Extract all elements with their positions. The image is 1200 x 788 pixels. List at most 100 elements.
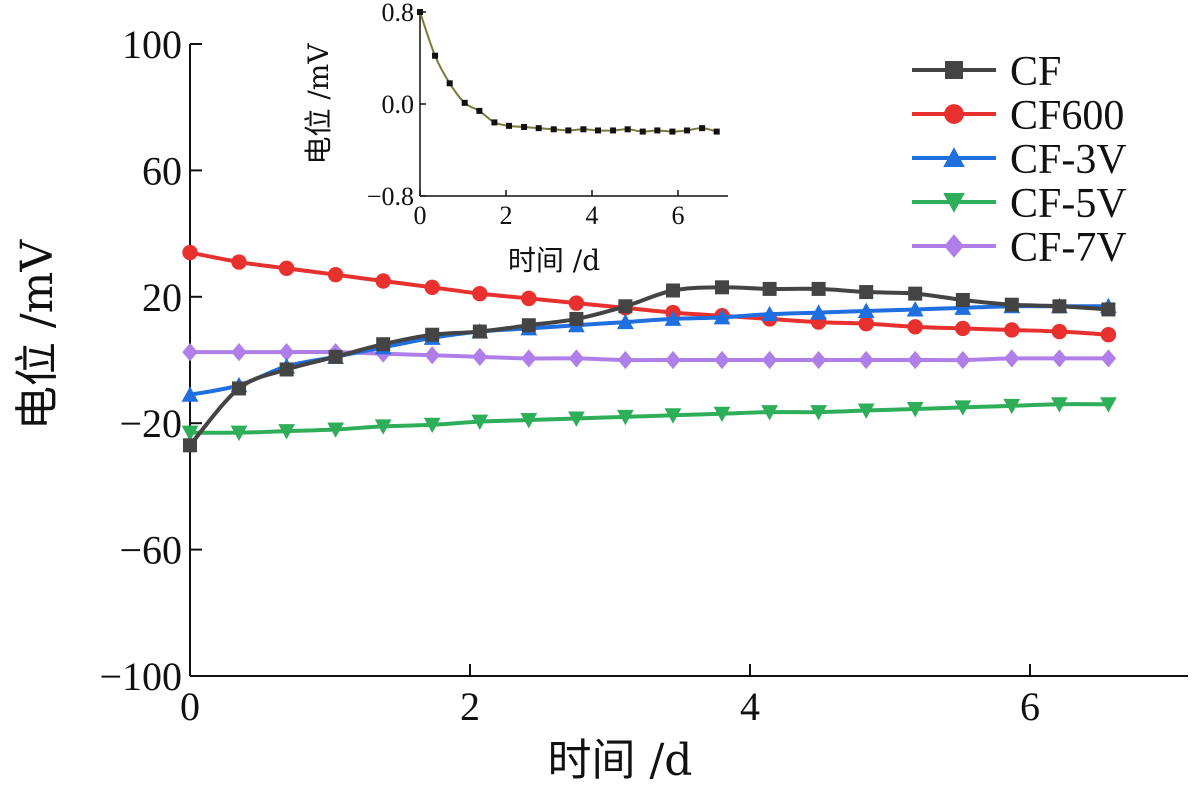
data-point-cf-7v	[1004, 349, 1020, 368]
data-point-cf-3v	[954, 299, 972, 315]
inset-series-line	[419, 11, 717, 133]
data-point-cf-5v	[568, 411, 585, 427]
data-point-cf-5v	[857, 403, 875, 419]
inset-data-point	[713, 128, 720, 135]
series-cf	[183, 280, 1116, 453]
data-point-cf-7v	[278, 343, 295, 362]
legend-label-cf-3v: CF-3V	[1010, 137, 1127, 183]
inset-data-point	[506, 122, 513, 129]
data-point-cf	[908, 286, 923, 301]
legend-label-cf-7v: CF-7V	[1010, 225, 1127, 271]
series-cf-5v	[181, 397, 1117, 442]
inset-data-point	[491, 119, 498, 126]
inset-data-point	[550, 126, 557, 133]
data-point-cf-3v	[810, 304, 827, 320]
inset-series-group	[417, 9, 720, 135]
data-point-cf	[425, 327, 440, 342]
main-y-tick-label: 100	[122, 22, 182, 67]
data-point-cf-7v	[907, 350, 923, 370]
data-point-cf	[232, 381, 246, 396]
data-point-cf600	[1051, 323, 1068, 340]
main-x-tick-label: 6	[1020, 684, 1040, 729]
main-y-tick-label: −100	[99, 654, 182, 699]
data-point-cf	[666, 283, 680, 298]
data-point-cf-3v	[906, 301, 924, 317]
data-point-cf-7v	[1051, 349, 1068, 368]
inset-data-point	[580, 126, 587, 133]
data-point-cf-7v	[714, 350, 730, 370]
legend-marker-cf	[945, 61, 963, 79]
main-series-group	[181, 244, 1117, 453]
data-point-cf	[955, 292, 970, 307]
data-point-cf	[1052, 299, 1067, 314]
inset-data-point	[476, 107, 483, 114]
inset-y-tick-label: 0.8	[382, 0, 415, 27]
data-point-cf	[859, 285, 874, 300]
data-point-cf-7v	[665, 350, 681, 370]
legend-item-cf600: CF600	[912, 93, 1124, 139]
legend-item-cf-3v: CF-3V	[912, 137, 1127, 183]
data-point-cf-3v	[713, 308, 731, 325]
inset-x-tick-label: 4	[586, 201, 599, 230]
inset-data-point	[565, 127, 572, 134]
data-point-cf-3v	[664, 310, 682, 326]
main-y-tick-label: 60	[142, 148, 182, 193]
inset-data-point	[446, 80, 453, 87]
data-point-cf-5v	[810, 405, 827, 421]
series-cf600	[182, 244, 1117, 343]
data-point-cf-5v	[181, 425, 199, 442]
data-point-cf	[472, 324, 487, 339]
inset-data-point	[624, 126, 631, 133]
data-point-cf-5v	[1100, 397, 1117, 413]
data-point-cf	[1101, 302, 1116, 317]
inset-x-tick-label: 6	[672, 201, 685, 230]
series-line-cf-5v	[189, 402, 1109, 435]
data-point-cf	[762, 281, 777, 296]
data-point-cf	[521, 318, 536, 333]
data-point-cf-7v	[472, 347, 488, 366]
legend-label-cf600: CF600	[1010, 93, 1124, 139]
main-y-tick-label: −60	[119, 528, 182, 573]
inset-y-tick-label: 0.0	[382, 90, 415, 119]
inset-data-point	[461, 99, 468, 106]
legend-marker-cf600	[944, 104, 964, 124]
data-point-cf-7v	[810, 350, 827, 370]
inset-plot: 0 2 4 6 0.8 0.0 −0.8 时间 /d 电位 /mV	[302, 0, 728, 277]
data-point-cf-5v	[327, 422, 344, 438]
data-point-cf600	[907, 319, 923, 335]
inset-x-axis-title: 时间 /d	[508, 244, 600, 277]
inset-data-point	[535, 125, 542, 132]
inset-data-point	[610, 127, 617, 134]
data-point-cf-5v	[278, 424, 295, 440]
data-point-cf600	[231, 254, 247, 270]
inset-y-axis-title: 电位 /mV	[302, 43, 335, 165]
data-point-cf-5v	[954, 400, 972, 416]
legend-marker-cf-3v	[943, 147, 965, 167]
data-point-cf-5v	[520, 413, 538, 429]
data-point-cf-5v	[664, 408, 682, 424]
legend-item-cf-7v: CF-7V	[912, 225, 1127, 271]
legend-marker-cf-5v	[943, 193, 965, 213]
legend-item-cf-5v: CF-5V	[912, 181, 1127, 227]
data-point-cf600	[568, 295, 585, 311]
data-point-cf-5v	[617, 409, 634, 426]
data-point-cf600	[1004, 322, 1020, 338]
inset-data-point	[699, 125, 706, 132]
data-point-cf-5v	[1051, 397, 1068, 413]
data-point-cf-7v	[955, 350, 971, 370]
data-point-cf	[569, 311, 584, 326]
data-point-cf-7v	[424, 346, 440, 365]
inset-x-tick-label: 0	[414, 201, 427, 230]
data-point-cf	[376, 337, 391, 352]
series-cf-7v	[182, 343, 1117, 370]
data-point-cf	[183, 438, 197, 453]
data-point-cf-3v	[857, 302, 875, 319]
data-point-cf-3v	[617, 313, 634, 330]
data-point-cf	[279, 362, 294, 377]
data-point-cf600	[521, 290, 537, 307]
data-point-cf-5v	[761, 405, 778, 421]
